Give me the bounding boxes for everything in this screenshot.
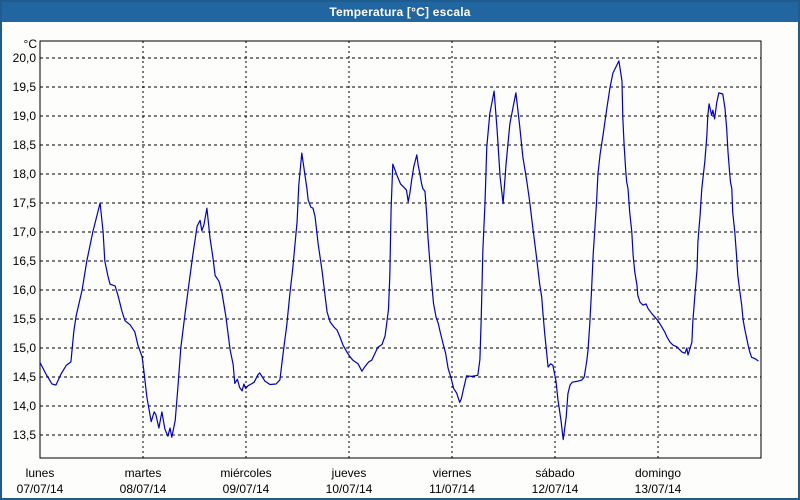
y-tick-label: 17,0	[13, 225, 37, 239]
plot-border	[39, 40, 762, 459]
y-tick-label: 19,5	[13, 80, 37, 94]
x-day-label: miércoles	[220, 466, 271, 480]
y-tick-label: 17,5	[13, 196, 37, 210]
chart-area: 20,0 19,5 19,0 18,5 18,0 17,5 17,0 16,5 16,0 15,5…	[2, 22, 798, 498]
chart-title: Temperatura [°C] escala	[329, 5, 471, 19]
y-tick-label: 16,0	[13, 283, 37, 297]
x-date-label: 11/07/14	[429, 482, 475, 496]
y-tick-label: 16,5	[13, 254, 37, 268]
x-day-label: lunes	[26, 466, 55, 480]
temperature-series-line	[39, 60, 759, 441]
x-date-label: 09/07/14	[223, 482, 270, 496]
x-date-label: 12/07/14	[532, 482, 579, 496]
x-day-label: jueves	[331, 466, 367, 480]
y-axis-unit-label: °C	[24, 37, 38, 51]
y-tick-label: 14,0	[13, 399, 37, 413]
y-tick-label: 14,5	[13, 370, 37, 384]
y-tick-label: 18,5	[13, 138, 37, 152]
x-day-label: martes	[125, 466, 162, 480]
y-tick-label: 18,0	[13, 167, 37, 181]
y-tick-label: 19,0	[13, 109, 37, 123]
y-tick-label: 15,5	[13, 312, 37, 326]
x-date-label: 10/07/14	[326, 482, 373, 496]
y-tick-label: 13,5	[13, 428, 37, 442]
y-tick-label: 20,0	[13, 51, 37, 65]
x-day-label: viernes	[433, 466, 472, 480]
chart-title-bar: Temperatura [°C] escala	[2, 2, 798, 22]
x-date-label: 07/07/14	[17, 482, 64, 496]
x-date-label: 08/07/14	[120, 482, 167, 496]
temperature-line-chart: 20,0 19,5 19,0 18,5 18,0 17,5 17,0 16,5 16,0 15,5…	[13, 37, 762, 496]
x-date-label: 13/07/14	[635, 482, 682, 496]
y-tick-label: 15,0	[13, 341, 37, 355]
x-day-label: sábado	[535, 466, 575, 480]
x-day-label: domingo	[635, 466, 681, 480]
